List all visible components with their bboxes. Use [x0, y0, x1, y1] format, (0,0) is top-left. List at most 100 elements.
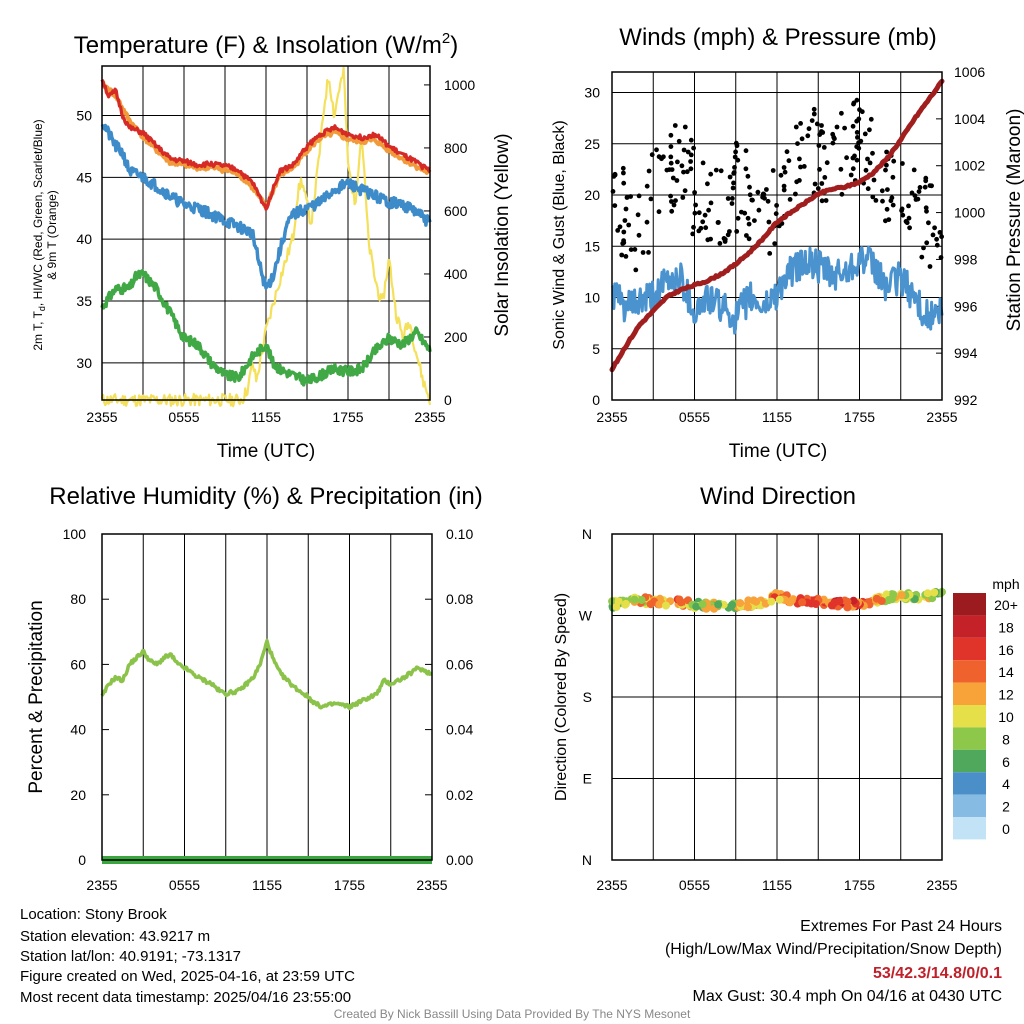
gust-point	[859, 109, 865, 115]
gust-point	[819, 123, 824, 128]
temp-chart-xtick-label: 2355	[86, 409, 117, 425]
direction-point	[843, 597, 852, 606]
gust-point	[850, 166, 856, 172]
winds-chart-frame	[611, 71, 943, 401]
gust-point	[867, 127, 872, 133]
colorbar-label: 14	[998, 664, 1014, 680]
direction-point	[621, 599, 630, 608]
winds-chart-xtick-label: 0555	[679, 409, 710, 425]
gust-point	[793, 191, 798, 197]
gust-point	[705, 181, 710, 187]
gust-point	[927, 264, 933, 269]
rh-xtick-label: 1755	[334, 877, 365, 893]
gust-point	[679, 163, 685, 169]
gust-point	[725, 196, 731, 201]
colorbar-swatch	[953, 705, 986, 728]
temp-chart-title: Temperature (F) & Insolation (W/m2)	[74, 30, 458, 59]
precip-ytick-label: 0.02	[446, 787, 473, 803]
colorbar-label: 6	[1002, 754, 1010, 770]
gust-point	[778, 172, 784, 178]
gust-point	[654, 147, 659, 153]
gust-point	[830, 140, 836, 146]
gust-point	[621, 229, 627, 235]
gust-point	[691, 224, 696, 230]
colorbar-swatch	[953, 727, 986, 750]
precip-ytick-label: 0.00	[446, 852, 473, 868]
gust-point	[856, 140, 861, 146]
gust-point	[734, 143, 740, 149]
gust-point	[636, 193, 642, 199]
solar-ytick-label: 600	[444, 203, 468, 219]
gust-point	[713, 167, 719, 173]
gust-point	[863, 167, 869, 173]
rh-xtick-label: 2355	[416, 877, 447, 893]
extremes-legend: (High/Low/Max Wind/Precipitation/Snow De…	[664, 941, 1002, 958]
gust-point	[907, 225, 912, 231]
direction-yaxis-label: Direction (Colored By Speed)	[553, 593, 570, 801]
temp-yaxis-label-line2: & 9m T (Orange)	[45, 190, 59, 280]
colorbar-swatch	[953, 749, 986, 773]
direction-point	[897, 591, 906, 600]
gust-point	[890, 202, 896, 208]
gust-point	[749, 197, 755, 203]
temp-chart-xtick-label: 1755	[332, 409, 363, 425]
gust-point	[681, 169, 686, 175]
gust-point	[732, 165, 737, 170]
colorbar-label: 4	[1002, 776, 1010, 792]
gust-point	[644, 219, 650, 225]
temp-ytick-label: 40	[76, 231, 92, 247]
colorbar-swatch	[953, 660, 986, 683]
gust-point	[801, 164, 807, 169]
max-gust-text: Max Gust: 30.4 mph On 04/16 at 0430 UTC	[692, 988, 1003, 1005]
gust-point	[682, 124, 688, 130]
pressure-ytick-label: 998	[954, 251, 978, 267]
winds-ytick-label: 10	[584, 290, 600, 306]
gust-point	[635, 212, 641, 218]
direction-ytick-label: S	[583, 689, 592, 705]
gust-point	[899, 206, 905, 212]
elevation-text: Station elevation: 43.9217 m	[20, 928, 211, 945]
gust-point	[871, 177, 877, 183]
temp-ytick-label: 45	[76, 169, 92, 185]
gust-point	[924, 240, 930, 246]
gust-point	[623, 254, 629, 259]
gust-point	[696, 210, 702, 216]
wind-chill-line	[100, 123, 432, 290]
gust-point	[688, 152, 694, 158]
gust-point	[922, 184, 928, 190]
gust-point	[824, 160, 830, 166]
gust-point	[814, 121, 820, 127]
gust-point	[636, 232, 642, 238]
winds-ytick-label: 20	[584, 187, 600, 203]
direction-point	[767, 597, 776, 606]
gust-point	[823, 198, 829, 203]
direction-point	[698, 600, 707, 609]
gust-point	[798, 164, 803, 170]
gust-point	[621, 180, 627, 186]
direction-point	[849, 596, 858, 605]
relative-humidity-line	[100, 638, 433, 711]
dewpoint-line	[100, 269, 432, 387]
gust-point	[690, 231, 696, 237]
gust-point	[772, 241, 778, 247]
direction-point	[677, 598, 686, 607]
winds-chart-xtick-label: 1755	[844, 409, 875, 425]
gust-point	[932, 225, 937, 231]
gust-point	[743, 148, 749, 154]
gust-point	[628, 247, 634, 253]
gust-point	[700, 160, 706, 166]
rh-yaxis-label: Percent & Precipitation	[26, 600, 47, 793]
gust-point	[649, 152, 655, 158]
colorbar-label: 20+	[994, 597, 1018, 613]
gust-point	[615, 228, 621, 233]
gust-point	[684, 169, 690, 175]
gust-point	[812, 181, 818, 187]
temp-ytick-label: 30	[76, 355, 92, 371]
gust-point	[668, 132, 674, 138]
gust-point	[756, 207, 762, 213]
winds-chart-xtick-label: 2355	[926, 409, 957, 425]
gust-point	[806, 126, 812, 132]
gust-point	[774, 203, 779, 208]
rh-xtick-label: 2355	[86, 877, 117, 893]
direction-point	[798, 598, 807, 607]
